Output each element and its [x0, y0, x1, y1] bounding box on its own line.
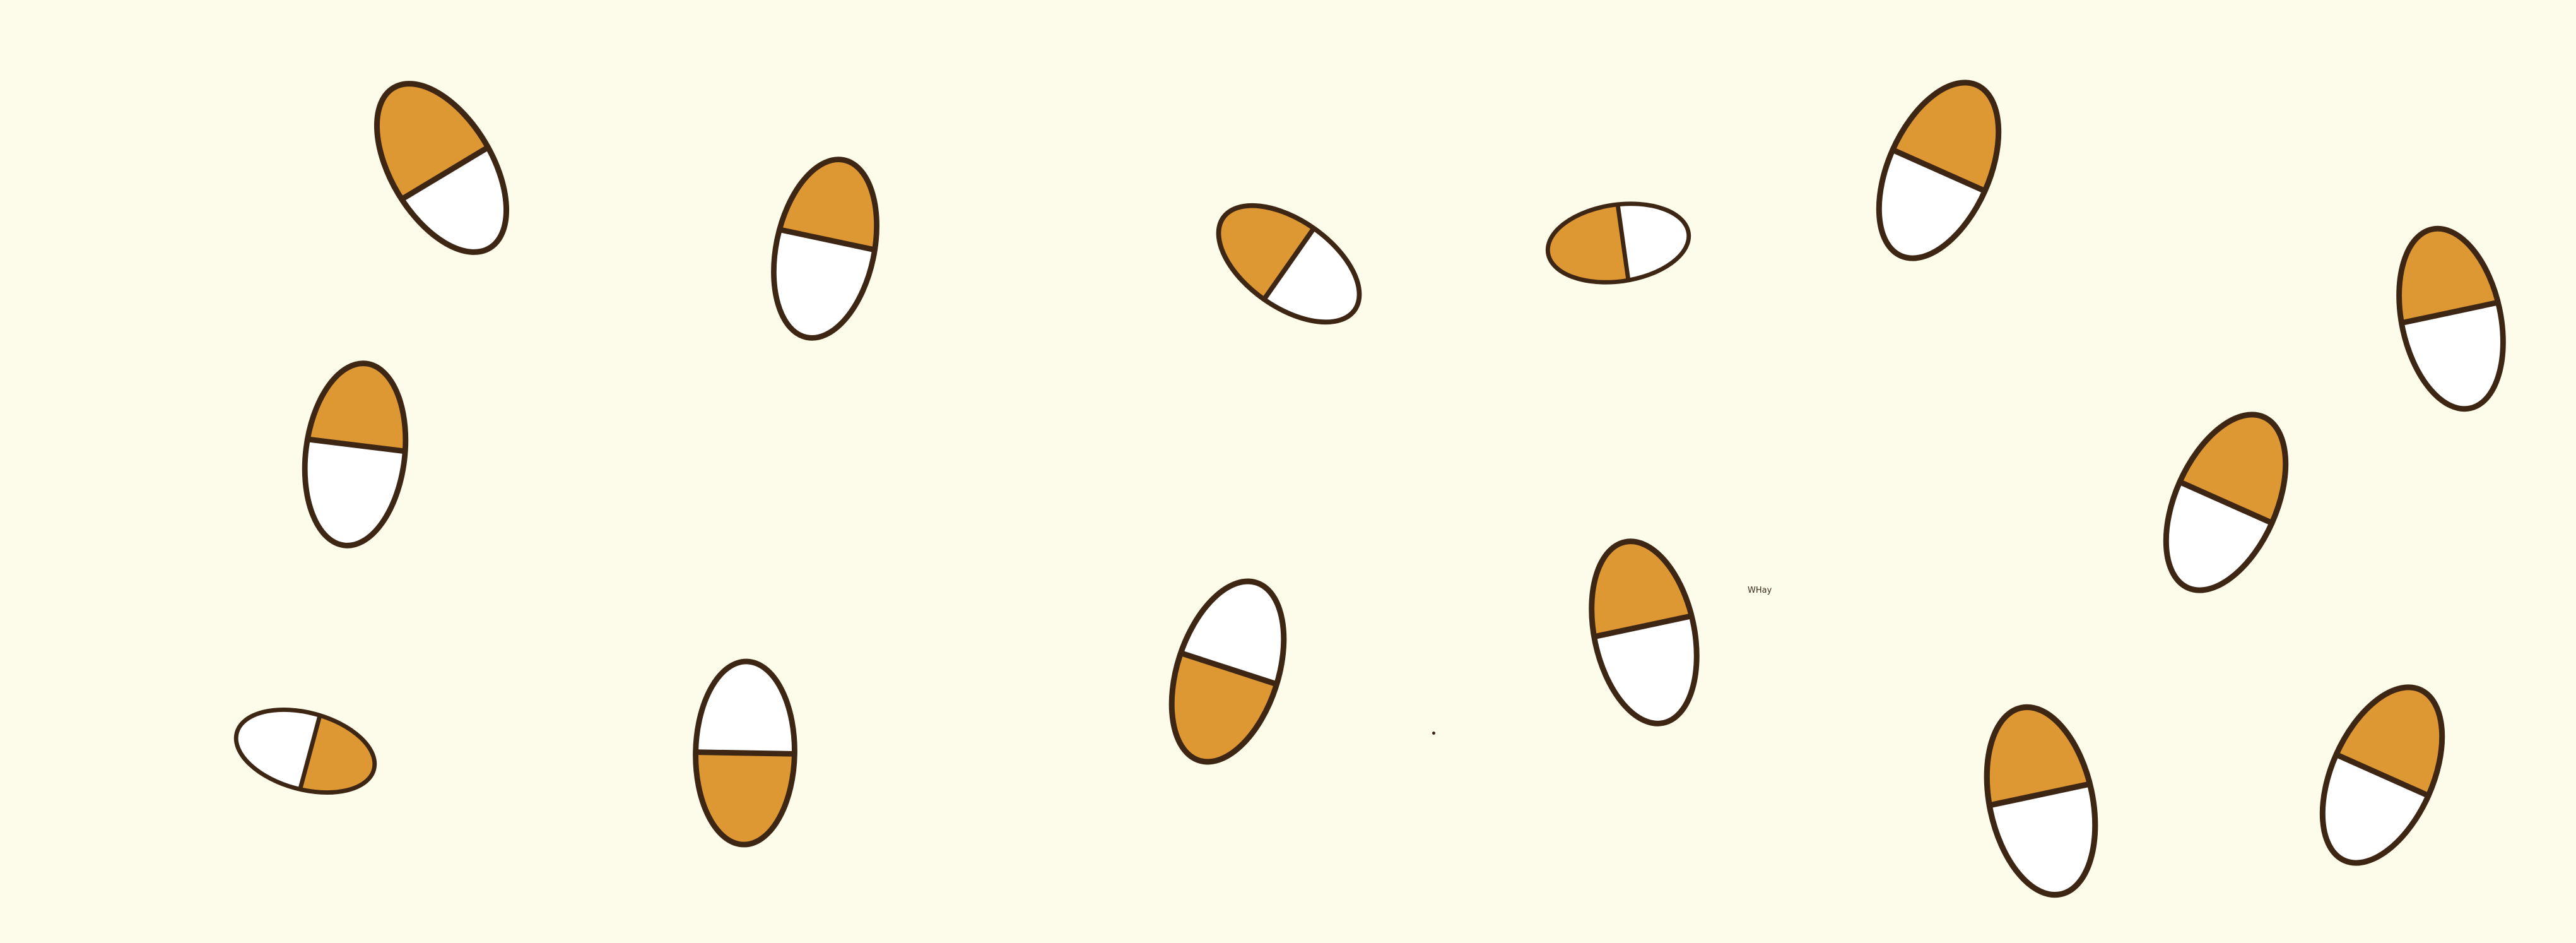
oval-9: [1576, 531, 1700, 727]
small-label: WHay: [1748, 586, 1772, 595]
oval-divider: [1987, 781, 2092, 809]
oval-outline: [771, 157, 879, 341]
oval-divider: [694, 749, 796, 757]
oval-13: [1970, 697, 2098, 898]
oval-divider: [1890, 146, 1987, 194]
oval-outline: [1984, 704, 2098, 898]
oval-divider: [2177, 478, 2274, 526]
oval-divider: [297, 713, 322, 792]
oval-outline: [1589, 538, 1700, 727]
oval-5: [1876, 64, 2023, 261]
oval-12: [233, 708, 384, 807]
oval-divider: [2399, 299, 2500, 326]
oval-outline: [1876, 80, 2002, 261]
dot-speck: [1432, 732, 1435, 735]
oval-divider: [2334, 751, 2431, 799]
oval-outline: [1216, 203, 1362, 325]
oval-14: [2319, 669, 2467, 866]
oval-outline: [693, 658, 797, 848]
oval-10: [1151, 578, 1287, 776]
oval-divider: [1179, 649, 1279, 687]
oval-outline: [233, 708, 377, 795]
oval-2: [771, 150, 892, 341]
oval-divider: [305, 436, 408, 454]
oval-divider: [399, 144, 491, 203]
oval-outline: [2163, 412, 2289, 593]
oval-7: [301, 357, 416, 549]
oval-6: [2384, 218, 2506, 412]
oval-outline: [302, 360, 409, 549]
oval-outline: [2396, 225, 2506, 412]
oval-outline: [1168, 578, 1287, 765]
oval-1: [350, 61, 510, 255]
oval-11: [693, 658, 797, 848]
oval-divider: [1615, 203, 1631, 282]
oval-4: [1543, 199, 1691, 291]
oval-divider: [1592, 613, 1694, 640]
oval-3: [1198, 182, 1362, 325]
oval-outline: [1545, 201, 1691, 285]
oval-divider: [1261, 226, 1317, 302]
oval-outline: [373, 81, 510, 255]
oval-outline: [2319, 684, 2445, 866]
oval-8: [2163, 396, 2310, 593]
oval-divider: [777, 226, 877, 253]
